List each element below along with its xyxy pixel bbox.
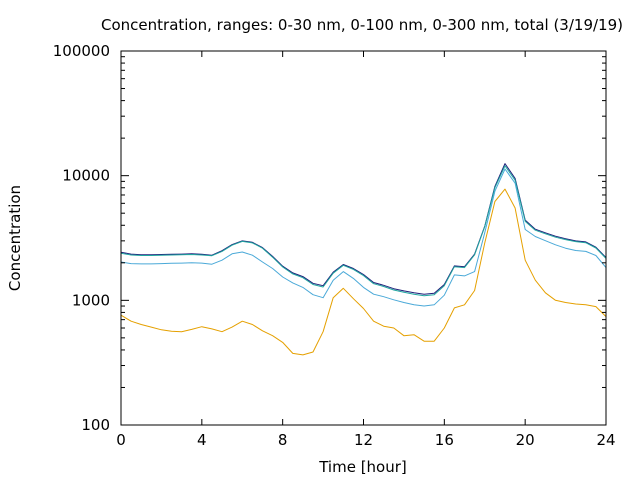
x-tick-label: 20: [516, 431, 535, 449]
plot-frame: [120, 50, 607, 426]
x-tick-label: 4: [197, 431, 207, 449]
x-tick-label: 24: [596, 431, 615, 449]
x-tick-label: 16: [435, 431, 454, 449]
x-tick-label: 0: [116, 431, 126, 449]
chart-title: Concentration, ranges: 0-30 nm, 0-100 nm…: [101, 16, 623, 34]
series-line-3: [120, 168, 607, 307]
x-axis-label: Time [hour]: [318, 458, 407, 476]
y-tick-label: 1000: [72, 291, 110, 309]
y-axis-label: Concentration: [6, 185, 24, 291]
series-layer: [120, 163, 607, 356]
x-tick-label: 12: [354, 431, 373, 449]
y-tick-label: 100000: [53, 42, 110, 60]
y-tick-label: 100: [81, 416, 110, 434]
tick-layer: 0 4 8 12 16 20 24 100 1000 10000 100000: [53, 42, 616, 449]
series-line-2: [120, 165, 607, 297]
series-line-4: [120, 188, 607, 356]
x-tick-label: 8: [278, 431, 288, 449]
y-tick-label: 10000: [62, 167, 110, 185]
